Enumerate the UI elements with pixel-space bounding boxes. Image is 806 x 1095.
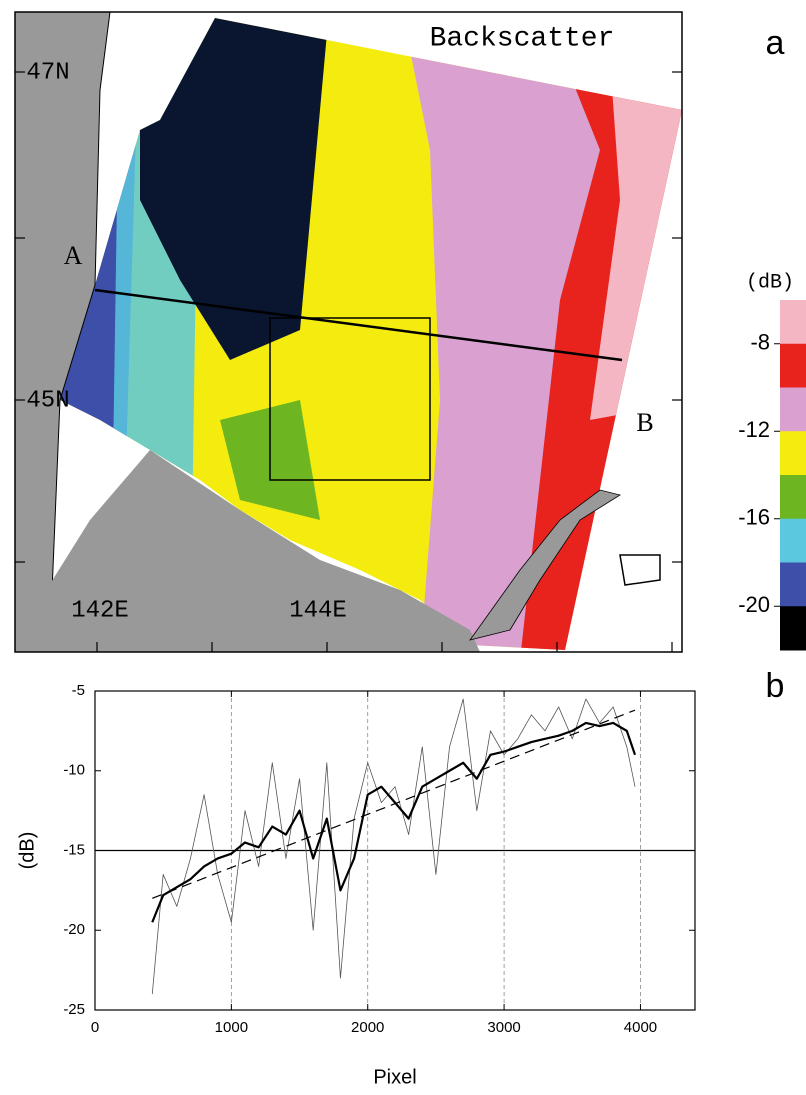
y-tick-label: -5 (72, 682, 85, 699)
colorbar-unit: (dB) (746, 271, 794, 294)
map-frame-ticks (15, 71, 682, 652)
y-tick-label: -15 (63, 841, 85, 858)
colorbar-swatch (780, 562, 806, 607)
x-tick-label: 2000 (351, 1019, 384, 1036)
point-label: A (64, 241, 83, 270)
colorbar-swatch (780, 300, 806, 345)
plot-frame (94, 690, 696, 1011)
y-tick-label: -10 (63, 762, 85, 779)
colorbar-tick-label: -16 (738, 505, 770, 530)
colorbar-tick-label: -12 (738, 417, 770, 442)
colorbar-swatch (780, 343, 806, 388)
data-line (151, 698, 636, 995)
colorbar-swatch (780, 387, 806, 432)
colorbar-swatch (780, 606, 806, 651)
lat-label: 47N (26, 59, 69, 86)
colorbar-swatch (780, 518, 806, 563)
map-frame (14, 11, 683, 653)
data-line (152, 709, 636, 899)
x-tick-label: 4000 (624, 1019, 657, 1036)
colorbar-swatch (780, 431, 806, 476)
lon-label: 144E (289, 597, 347, 624)
lon-label: 142E (71, 597, 129, 624)
y-axis-label: (dB) (16, 832, 38, 870)
y-tick-label: -25 (63, 1001, 85, 1018)
lat-label: 45N (26, 387, 69, 414)
data-line (151, 721, 637, 923)
colorbar-swatch (780, 475, 806, 520)
colorbar-tick-label: -20 (738, 592, 770, 617)
map-title: Backscatter (430, 23, 615, 54)
panel-label: b (766, 667, 785, 705)
x-tick-label: 3000 (487, 1019, 520, 1036)
point-label: B (636, 408, 653, 437)
x-tick-label: 0 (91, 1019, 99, 1036)
x-tick-label: 1000 (215, 1019, 248, 1036)
map (15, 12, 682, 652)
panel-label: a (766, 24, 785, 62)
y-tick-label: -20 (63, 921, 85, 938)
colorbar-tick-label: -8 (750, 330, 770, 355)
x-axis-label: Pixel (373, 1066, 416, 1088)
